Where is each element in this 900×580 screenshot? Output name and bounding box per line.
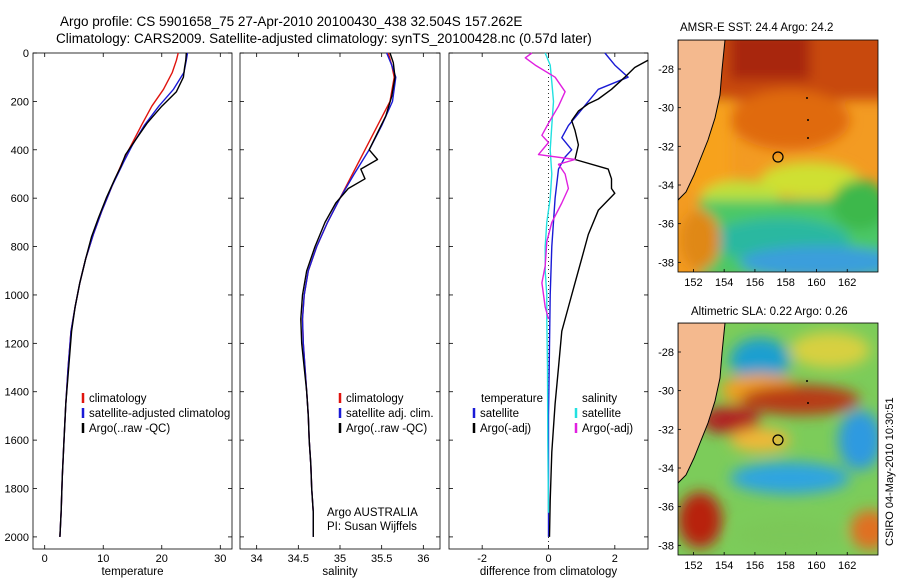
sst-argo-marker [772, 151, 784, 163]
map-x-tick-label: 158 [777, 277, 795, 289]
map-y-tick-label: -36 [658, 219, 674, 231]
legend-label: climatology [89, 393, 147, 405]
map-y-tick-label: -30 [658, 386, 674, 398]
x-axis-label: temperature [101, 566, 163, 578]
x-tick-label: 34 [251, 553, 263, 565]
sst-map [678, 40, 878, 272]
y-tick-label: 1000 [5, 290, 29, 302]
y-tick-label: 600 [11, 193, 29, 205]
legend-label: Argo(..raw -QC) [346, 423, 427, 435]
legend-label: Argo(-adj) [480, 423, 531, 435]
map-y-tick-label: -38 [658, 540, 674, 552]
y-tick-label: 0 [23, 48, 29, 60]
x-tick-label: 0 [42, 553, 48, 565]
x-tick-label: 36 [417, 553, 429, 565]
argo-note-line2: PI: Susan Wijffels [327, 521, 417, 533]
map-x-tick-label: 160 [807, 560, 825, 572]
y-tick-label: 1200 [5, 338, 29, 350]
y-tick-label: 1600 [5, 435, 29, 447]
temperature-panel: 0 10 20 30 temperature 0 200 400 600 800 1000 1200 1… [5, 48, 233, 578]
x-tick-label: 35.5 [371, 553, 392, 565]
series-line [544, 52, 555, 513]
map-x-tick-label: 156 [746, 560, 764, 572]
series-line [547, 52, 629, 537]
y-tick-label: 800 [11, 242, 29, 254]
legend-label: satellite adj. clim. [346, 408, 434, 420]
map-y-tick-label: -38 [658, 257, 674, 269]
map-y-tick-label: -28 [658, 347, 674, 359]
x-tick-label: 0 [545, 553, 551, 565]
sla-map-frame [677, 322, 879, 556]
series-line [300, 52, 396, 537]
axes-frame [239, 52, 441, 550]
map-y-tick-label: -34 [658, 180, 674, 192]
argo-note-line1: Argo AUSTRALIA [327, 507, 418, 519]
x-tick-label: 34.5 [288, 553, 309, 565]
sla-field [678, 332, 878, 551]
x-tick-label: 10 [97, 553, 109, 565]
x-tick-label: 30 [214, 553, 226, 565]
map-x-tick-label: 160 [807, 277, 825, 289]
y-tick-label: 1800 [5, 484, 29, 496]
axes-frame [32, 52, 233, 550]
legend-label: satellite-adjusted climatolog [89, 408, 230, 420]
sst-map-ticks: 152 154 156 158 160 162 -28 -30 -32 -34 -36 -38 [658, 64, 856, 289]
map-y-tick-label: -36 [658, 502, 674, 514]
map-x-tick-label: 162 [838, 277, 856, 289]
sst-field [678, 40, 878, 272]
sst-map-title: AMSR-E SST: 24.4 Argo: 24.2 [680, 22, 833, 34]
legend-label: satellite [480, 408, 519, 420]
figure-title-line2: Climatology: CARS2009. Satellite-adjuste… [56, 31, 592, 46]
x-axis-label: salinity [322, 566, 357, 578]
legend-title-salinity: salinity [582, 393, 617, 405]
series-line [524, 52, 576, 320]
sla-map-title: Altimetric SLA: 0.22 Argo: 0.26 [691, 306, 848, 318]
y-tick-label: 2000 [5, 532, 29, 544]
y-tick-label: 200 [11, 96, 29, 108]
sst-land-australia [678, 40, 726, 201]
x-tick-label: -2 [477, 553, 487, 565]
series-line [59, 52, 189, 537]
map-x-tick-label: 158 [777, 560, 795, 572]
map-y-tick-label: -32 [658, 424, 674, 436]
figure-title-line1: Argo profile: CS 5901658_75 27-Apr-2010 … [60, 14, 522, 29]
map-x-tick-label: 154 [715, 560, 733, 572]
legend-label: climatology [346, 393, 404, 405]
map-x-tick-label: 162 [838, 560, 856, 572]
sla-land-australia [678, 323, 726, 484]
series-line [548, 59, 649, 537]
legend-title-temperature: temperature [481, 393, 543, 405]
legend-label: Argo(-adj) [582, 423, 633, 435]
map-y-tick-label: -34 [658, 463, 674, 475]
x-tick-label: 20 [156, 553, 168, 565]
sla-map [678, 323, 878, 555]
sst-map-frame [677, 39, 879, 273]
series-line [59, 52, 187, 537]
map-y-tick-label: -30 [658, 103, 674, 115]
x-tick-label: 35 [334, 553, 346, 565]
map-x-tick-label: 152 [684, 560, 702, 572]
map-y-tick-label: -32 [658, 141, 674, 153]
y-tick-label: 1400 [5, 387, 29, 399]
x-axis-label: difference from climatology [480, 566, 617, 578]
x-tick-label: 2 [612, 553, 618, 565]
map-y-tick-label: -28 [658, 64, 674, 76]
map-x-tick-label: 152 [684, 277, 702, 289]
sla-argo-marker [772, 434, 784, 446]
map-x-tick-label: 154 [715, 277, 733, 289]
salinity-panel: 34 34.5 35 35.5 36 salinity climatology satelli… [239, 52, 441, 578]
legend-label: satellite [582, 408, 621, 420]
map-x-tick-label: 156 [746, 277, 764, 289]
sla-map-ticks: 152 154 156 158 160 162 -28 -30 -32 -34 -36 -38 [658, 347, 856, 572]
credit-vertical: CSIRO 04-May-2010 10:30:51 [884, 397, 896, 546]
y-tick-label: 400 [11, 145, 29, 157]
legend-label: Argo(..raw -QC) [89, 423, 170, 435]
